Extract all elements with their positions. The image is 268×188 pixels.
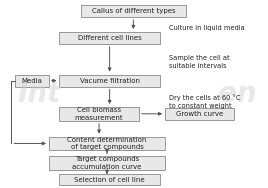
Text: Media: Media — [21, 78, 42, 84]
Text: Different cell lines: Different cell lines — [78, 35, 142, 41]
Text: Dry the cells at 60 °C
to constant weight: Dry the cells at 60 °C to constant weigh… — [169, 95, 240, 109]
FancyBboxPatch shape — [49, 156, 165, 170]
Text: Growth curve: Growth curve — [176, 111, 223, 117]
Text: Vacume filtration: Vacume filtration — [80, 78, 140, 84]
FancyBboxPatch shape — [81, 5, 186, 17]
Text: Content determination
of target compounds: Content determination of target compound… — [67, 137, 147, 150]
FancyBboxPatch shape — [59, 32, 160, 44]
Text: Culture in liquid media: Culture in liquid media — [169, 25, 245, 31]
Text: en: en — [218, 80, 256, 108]
FancyBboxPatch shape — [59, 75, 160, 87]
FancyBboxPatch shape — [14, 75, 49, 87]
Text: Sample the cell at
suitable intervals: Sample the cell at suitable intervals — [169, 55, 230, 69]
FancyBboxPatch shape — [59, 174, 160, 185]
Text: Cell biomass
measurement: Cell biomass measurement — [75, 107, 123, 121]
FancyBboxPatch shape — [165, 108, 234, 120]
Text: Int: Int — [17, 80, 61, 108]
FancyBboxPatch shape — [49, 137, 165, 150]
FancyBboxPatch shape — [59, 107, 139, 121]
Text: Selection of cell line: Selection of cell line — [74, 177, 145, 183]
Text: Target compounds
accumulation curve: Target compounds accumulation curve — [72, 156, 142, 170]
Text: Callus of different types: Callus of different types — [92, 8, 175, 14]
